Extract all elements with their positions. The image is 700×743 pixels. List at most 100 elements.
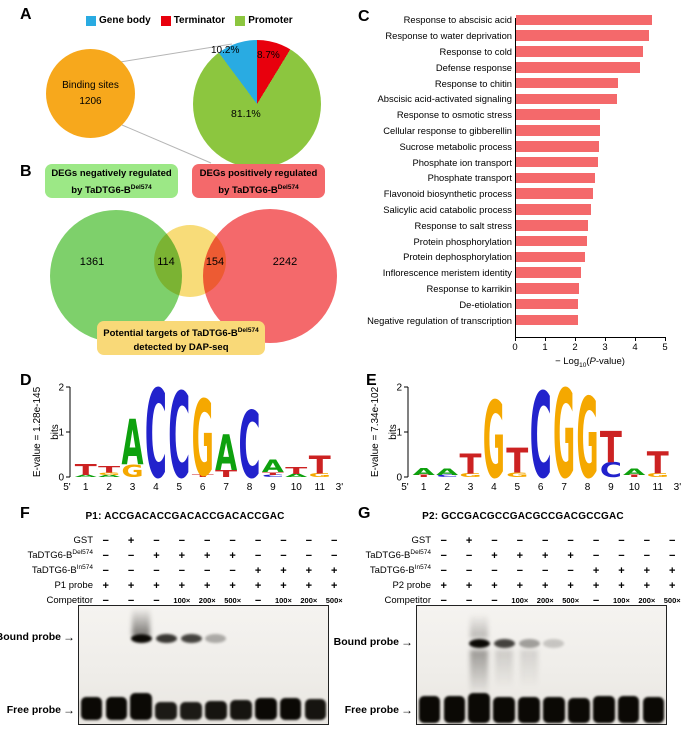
emsa-row: TaDTG6-BIn574− − − − − − + + + + [0,563,347,578]
emsa-cell: − [567,564,574,577]
gel-free-band [304,699,327,720]
emsa-row-label: Competitor [338,595,431,606]
probe-sequence-title: P1: ACCGACACCGACACCGACACCGAC [85,511,285,522]
logo-letter-A: A [215,424,237,482]
gel-free-band [279,698,302,720]
emsa-row: P2 probe + + + + + + + + + + [338,578,685,593]
emsa-cell: − [178,564,186,577]
emsa-cell: + [618,579,625,592]
bar-category-label: Salicylic acid catabolic process [383,203,512,215]
bar-row: Response to osmotic stress [352,107,652,123]
emsa-cell: − [643,534,651,547]
gel-bound-band [468,639,490,648]
emsa-row: GST − + − − − − − − − − [338,533,685,548]
emsa-cell: + [229,579,236,592]
logo-letter-T: T [75,461,97,478]
emsa-cell: − [592,534,600,547]
bar [516,14,652,26]
emsa-cell: 200× [198,596,216,605]
bar-row: Phosphate transport [352,170,652,186]
emsa-row-label-base: TaDTG6-B [369,565,415,577]
gel-bound-band [543,639,565,648]
gel-free-band [105,697,128,720]
emsa-cell: − [491,534,498,547]
terminator-swatch-icon [160,15,171,26]
emsa-cell: 100× [274,596,292,605]
emsa-cell: − [516,564,524,577]
axis-tick-label: 4 [632,342,638,353]
emsa-cell: − [440,534,447,547]
logo-x-position-label: 1 [83,482,89,493]
panel-e-label: E [366,372,377,389]
right-arrow-icon: → [63,630,75,644]
promoter-swatch-icon [235,15,246,26]
emsa-cell: − [440,564,447,577]
logo-y-tick-label: 0 [396,473,402,484]
gel-free-band [592,696,615,723]
logo-x-position-label: 6 [200,482,206,493]
gel-free-band [617,696,640,723]
logo-evalue-label: E-value = 1.28e-145 [32,386,43,477]
gel-free-band [443,696,466,723]
emsa-cell: + [542,549,549,562]
axis-tick-label: 5 [662,342,668,353]
gel-smear [520,650,539,688]
axis-tick [664,337,666,341]
logo-letter-T: T [262,471,285,475]
emsa-cell: − [516,534,524,547]
emsa-row-label: P2 probe [338,580,431,591]
venn-count-left: 1361 [79,256,105,268]
emsa-row: Competitor − − −100× 200× 500× −100× 200× 500× [338,593,685,608]
venn-bottom-label-line1: Potential targets of TaDTG6-BDel574 [103,327,259,340]
emsa-cell: − [465,564,473,577]
bar [516,220,588,231]
logo-five-prime-label: 5' [63,482,71,493]
bar-row: Phosphate ion transport [352,154,652,170]
logo-letter-G: G [506,472,528,479]
logo-x-position-label: 7 [561,482,567,493]
logo-letter-G: G [122,461,144,481]
logo-x-position-label: 4 [153,482,159,493]
emsa-cell: − [330,549,338,562]
bar [516,298,579,310]
venn-left-label-box: DEGs negatively regulated by TaDTG6-BDel… [45,164,178,198]
bar-category-label: Negative regulation of transcription [367,314,512,326]
gel-free-band [518,697,540,723]
emsa-cell: − [229,564,236,577]
bar [516,156,598,168]
logo-letter-T: T [98,464,120,475]
gel-bound-band [130,634,152,643]
axis-tick [514,337,516,341]
emsa-cell: − [618,534,625,547]
logo-letter-C: C [262,474,284,478]
gel-free-band [543,697,565,723]
emsa-cell: + [305,564,313,577]
legend-label: Terminator [173,15,226,26]
logo-letter-C: C [239,392,261,500]
legend-item-gene-body: Gene body [86,15,151,26]
bar-category-label: Protein dephosphorylation [403,251,512,263]
axis-tick [634,337,636,341]
right-arrow-icon: → [401,703,413,717]
bar-row: Flavonoid biosynthetic process [352,186,652,202]
emsa-row-label-base: Competitor [384,595,431,606]
emsa-cell: − [567,534,574,547]
bar [516,30,649,41]
emsa-cell: − [643,549,651,562]
logo-letter-T: T [506,441,528,481]
bar-row: Protein phosphorylation [352,233,652,249]
gel-free-band [205,701,227,720]
emsa-row-label-base: TaDTG6-B [365,550,411,562]
venn-diagram [30,195,360,365]
bar-row: Abscisic acid-activated signaling [352,91,652,107]
axis-tick [574,337,576,341]
emsa-condition-table: GST − + − − − − − − − − TaDTG6-BDel574− − + + + + − − − − TaD… [338,533,685,608]
bar [516,283,579,294]
gel-free-band [180,702,202,720]
emsa-cell: + [567,549,574,562]
emsa-cell: + [643,564,651,577]
logo-letter-T: T [192,474,215,478]
emsa-cell: − [491,594,498,607]
free-probe-label: Free probe → [6,703,75,717]
emsa-cell: − [280,549,287,562]
